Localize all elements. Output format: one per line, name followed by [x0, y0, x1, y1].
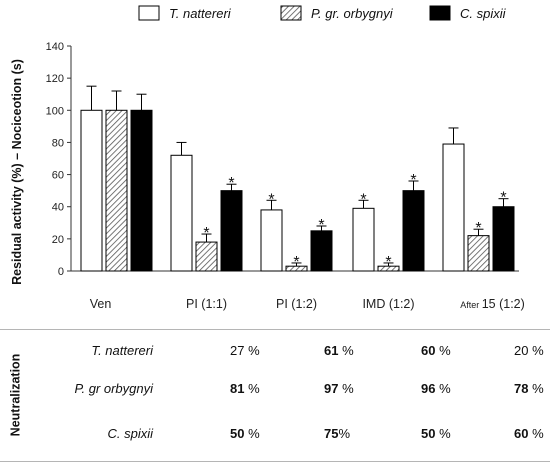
table-cell-unit: % — [244, 426, 260, 441]
bar-s2-c1 — [220, 190, 243, 272]
table-cell-unit: % — [244, 381, 260, 396]
table-cell-value: 50 — [421, 426, 436, 441]
table-cell-unit: % — [528, 426, 544, 441]
bar-s0-c4 — [442, 143, 465, 272]
table-cell-r1-c0: 81 % — [230, 381, 260, 396]
bar-s0-c3 — [352, 207, 375, 272]
bar-s0-c1 — [170, 154, 193, 272]
table-cell-r1-c1: 97 % — [324, 381, 354, 396]
bar-s2-c4 — [492, 206, 515, 272]
table-cell-unit: % — [338, 343, 354, 358]
table-cell-r0-c2: 60 % — [421, 343, 451, 358]
table-cell-r2-c1: 75% — [324, 426, 350, 441]
table-cell-r0-c3: 20 % — [514, 343, 544, 358]
table-cell-value: 78 — [514, 381, 529, 396]
table-bottom-rule — [0, 461, 550, 462]
table-cell-unit: % — [528, 381, 544, 396]
table-top-rule — [0, 329, 550, 330]
table-cell-unit: % — [435, 343, 451, 358]
significance-star-s1-c1: * — [203, 225, 209, 242]
table-cell-unit: % — [435, 381, 451, 396]
table-cell-value: 60 — [421, 343, 436, 358]
significance-star-s1-c4: * — [475, 220, 481, 237]
table-cell-r1-c2: 96 % — [421, 381, 451, 396]
axes: 0 20 40 60 80 100 120 140 Ven PI (1:1) PI (1:2) IMD… — [46, 41, 525, 311]
bar-s0-c0 — [80, 109, 103, 272]
bars: * * * * * * * * * * — [80, 85, 515, 272]
table-cell-r0-c1: 61 % — [324, 343, 354, 358]
table-cell-unit: % — [338, 381, 354, 396]
table-cell-unit: % — [528, 343, 544, 358]
y-tick-label-6: 120 — [46, 73, 64, 85]
bar-s2-c0 — [130, 109, 153, 272]
table-cell-value: 81 — [230, 381, 245, 396]
y-tick-label-7: 140 — [46, 41, 64, 53]
significance-star-s0-c2: * — [268, 191, 274, 208]
significance-star-s1-c2: * — [293, 254, 299, 271]
significance-star-s1-c3: * — [385, 254, 391, 271]
bar-s2-c3 — [402, 190, 425, 272]
y-tick-label-3: 60 — [52, 170, 64, 182]
x-category-prefix: After — [460, 300, 482, 310]
table-cell-value: 61 — [324, 343, 339, 358]
bar-chart: T. nattereri P. gr. orbygnyi C. spixii 0 20… — [10, 5, 525, 311]
legend-label-2: C. spixii — [460, 6, 507, 21]
x-category-main: 15 (1:2) — [482, 297, 525, 311]
y-axis-label: Residual activity (%) – Nociceotion (s) — [10, 59, 24, 285]
legend-swatch-0 — [138, 5, 160, 21]
bar-s2-c2 — [310, 230, 333, 272]
x-category-label-0: Ven — [90, 297, 112, 311]
significance-star-s2-c3: * — [410, 172, 416, 189]
table-cell-unit: % — [244, 343, 260, 358]
table-cell-value: 96 — [421, 381, 436, 396]
legend: T. nattereri P. gr. orbygnyi C. spixii — [138, 5, 507, 21]
table-cell-r2-c2: 50 % — [421, 426, 451, 441]
bar-s1-c1 — [195, 241, 218, 272]
x-category-label-4: After 15 (1:2) — [460, 297, 525, 311]
bar-s1-c0 — [105, 109, 128, 272]
significance-star-s2-c2: * — [318, 217, 324, 234]
y-tick-label-5: 100 — [46, 105, 64, 117]
legend-swatch-1 — [280, 5, 302, 21]
table-row-name-0: T. nattereri — [91, 343, 153, 358]
table-cell-value: 75 — [324, 426, 339, 441]
table-cell-r2-c3: 60 % — [514, 426, 544, 441]
table-cell-r1-c3: 78 % — [514, 381, 544, 396]
table-cell-value: 20 — [514, 343, 529, 358]
table-cell-value: 60 — [514, 426, 529, 441]
bar-s1-c4 — [467, 235, 490, 272]
x-category-label-2: PI (1:2) — [276, 297, 317, 311]
x-category-label-3: IMD (1:2) — [362, 297, 414, 311]
significance-star-s0-c3: * — [360, 191, 366, 208]
y-tick-label-0: 0 — [58, 266, 64, 278]
significance-star-s2-c1: * — [228, 175, 234, 192]
legend-label-1: P. gr. orbygnyi — [311, 6, 394, 21]
table-cell-unit: % — [435, 426, 451, 441]
table-cell-r0-c0: 27 % — [230, 343, 260, 358]
significance-star-s2-c4: * — [500, 190, 506, 207]
bar-s0-c2 — [260, 209, 283, 272]
table-row-name-2: C. spixii — [107, 426, 153, 441]
table-cell-unit: % — [338, 426, 351, 441]
legend-label-0: T. nattereri — [169, 6, 232, 21]
table-row-name-1: P. gr orbygnyi — [74, 381, 153, 396]
y-tick-label-2: 40 — [52, 202, 64, 214]
table-cell-value: 27 — [230, 343, 245, 358]
x-category-label-1: PI (1:1) — [186, 297, 227, 311]
legend-swatch-2 — [429, 5, 451, 21]
y-tick-label-1: 20 — [52, 234, 64, 246]
table-cell-value: 97 — [324, 381, 339, 396]
table-cell-r2-c0: 50 % — [230, 426, 260, 441]
y-tick-label-4: 80 — [52, 137, 64, 149]
table-cell-value: 50 — [230, 426, 245, 441]
